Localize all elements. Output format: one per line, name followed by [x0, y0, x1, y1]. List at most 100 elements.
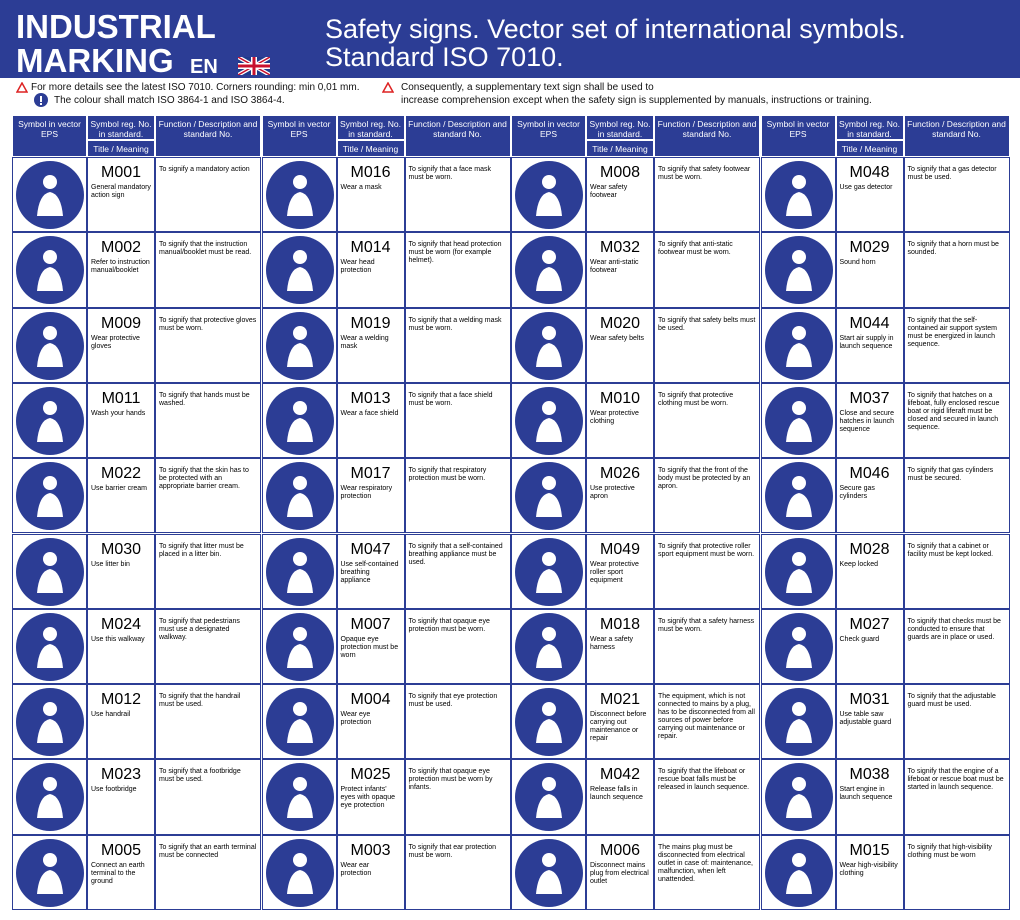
header-cell: Symbol in vector EPS — [261, 115, 337, 157]
brand: MARKING — [16, 42, 174, 79]
sign-icon — [515, 537, 583, 606]
warning-icon — [382, 82, 394, 93]
sign-icon — [764, 386, 833, 455]
sign-code: M048 — [849, 164, 890, 181]
code-cell: M032 Wear anti-static footwear — [586, 232, 654, 308]
sign-icon — [16, 612, 84, 681]
sign-description: To signify that pedestrians must use a d… — [159, 617, 240, 641]
description-cell: To signify that a safety harness must be… — [654, 608, 760, 685]
sign-icon — [265, 838, 334, 907]
sign-meaning: Wear protective roller sport equipment — [590, 560, 639, 584]
header-band — [0, 0, 1020, 78]
sign-description: To signify a mandatory action — [159, 166, 250, 173]
sign-icon — [764, 612, 833, 681]
description-cell: The mains plug must be disconnected from… — [654, 834, 760, 910]
sign-meaning: Wear safety belts — [590, 334, 644, 342]
sign-icon — [16, 311, 84, 380]
code-cell: M042 Release falls in launch sequence — [586, 759, 654, 835]
description-cell: To signify that an earth terminal must b… — [155, 834, 261, 910]
sign-code: M022 — [100, 465, 142, 483]
sign-meaning: Start air supply in launch sequence — [839, 334, 894, 350]
code-cell: M010 Wear protective clothing — [586, 382, 654, 459]
sign-description: To signify that a safety harness must be… — [658, 617, 755, 633]
symbol-cell — [12, 307, 87, 383]
sign-code: M010 — [599, 389, 641, 407]
code-cell: M018 Wear a safety harness — [586, 608, 654, 685]
symbol-cell — [261, 157, 337, 233]
sign-icon — [764, 537, 833, 606]
description-cell: To signify that hands must be washed. — [155, 382, 261, 459]
sign-meaning: Sound horn — [839, 259, 876, 267]
symbol-cell — [12, 834, 87, 910]
symbol-cell — [12, 157, 87, 233]
description-cell: To signify that opaque eye protection mu… — [404, 759, 511, 835]
sign-meaning: Connect an earth terminal to the ground — [91, 861, 145, 885]
sign-description: To signify that protective gloves must b… — [159, 316, 257, 332]
sign-code: M004 — [350, 691, 391, 709]
code-cell: M009 Wear protective gloves — [87, 307, 155, 383]
sign-description: To signify that ear protection must be w… — [408, 843, 497, 859]
sign-description: To signify that hands must be washed. — [159, 391, 250, 407]
sign-meaning: Wear a mask — [340, 184, 382, 191]
header-cell: Symbol reg. No. in standard. — [87, 115, 155, 140]
sign-code: M011 — [101, 389, 141, 407]
sign-meaning: Opaque eye protection must be worn — [340, 635, 399, 659]
code-cell: M017 Wear respiratory protection — [336, 458, 405, 534]
sign-description: To signify that the adjustable guard mus… — [907, 693, 996, 709]
description-cell: To signify that a face mask must be worn… — [404, 157, 511, 233]
description-cell: To signify that the adjustable guard mus… — [903, 684, 1010, 760]
description-cell: To signify that a cabinet or facility mu… — [903, 533, 1010, 609]
description-cell: To signify that the instruction manual/b… — [155, 232, 261, 308]
sign-code: M008 — [599, 164, 641, 181]
note: The colour shall match ISO 3864-1 and IS… — [54, 95, 285, 106]
sign-description: To signify that safety footwear must be … — [658, 166, 751, 181]
code-cell: M038 Start engine in launch sequence — [835, 759, 904, 835]
symbol-cell — [760, 759, 836, 835]
sign-icon — [764, 311, 833, 380]
header-cell: Symbol in vector EPS — [760, 115, 836, 157]
sign-meaning: Wear respiratory protection — [340, 485, 393, 501]
description-cell: To signify that the skin has to be prote… — [155, 458, 261, 534]
header-cell: Title / Meaning — [336, 140, 405, 157]
sign-description: To signify that a gas detector must be u… — [907, 166, 997, 181]
description-cell: To signify that safety footwear must be … — [654, 157, 760, 233]
sign-icon — [265, 612, 334, 681]
sign-icon — [515, 838, 583, 907]
symbol-cell — [760, 382, 836, 459]
sign-meaning: Keep locked — [839, 560, 879, 568]
description-cell: To signify that safety belts must be use… — [654, 307, 760, 383]
sign-meaning: Use litter bin — [91, 560, 130, 568]
sign-code: M026 — [599, 465, 641, 483]
sign-description: To signify that a face mask must be worn… — [408, 166, 491, 181]
sign-description: To signify that checks must be conducted… — [907, 617, 1001, 641]
sign-description: To signify that the lifeboat or rescue b… — [658, 768, 750, 792]
sign-code: M044 — [849, 314, 890, 332]
description-cell: To signify that a gas detector must be u… — [903, 157, 1010, 233]
sign-meaning: Wear a safety harness — [590, 635, 634, 651]
header-cell: Function / Description and standard No. — [903, 115, 1010, 157]
sign-icon — [764, 838, 833, 907]
description-cell: To signify that checks must be conducted… — [903, 608, 1010, 685]
sign-description: To signify that opaque eye protection mu… — [408, 617, 490, 633]
symbol-cell — [760, 608, 836, 685]
symbol-cell — [261, 232, 337, 308]
sign-icon — [16, 386, 84, 455]
code-cell: M007 Opaque eye protection must be worn — [336, 608, 405, 685]
sign-code: M021 — [599, 691, 641, 709]
code-cell: M011 Wash your hands — [87, 382, 155, 459]
sign-icon — [265, 688, 334, 757]
symbol-cell — [760, 834, 836, 910]
sign-code: M005 — [100, 841, 142, 859]
sign-description: To signify that protective clothing must… — [658, 391, 734, 407]
sign-code: M047 — [350, 540, 391, 558]
sign-code: M001 — [100, 164, 142, 181]
sign-description: To signify that a cabinet or facility mu… — [907, 542, 994, 558]
sign-icon — [764, 688, 833, 757]
header-cell: Symbol reg. No. in standard. — [336, 115, 405, 140]
flag — [238, 57, 270, 75]
sign-description: To signify that a face shield must be wo… — [408, 391, 493, 407]
code-cell: M003 Wear ear protection — [336, 834, 405, 910]
note: Consequently, a supplementary text sign … — [401, 82, 654, 93]
symbol-cell — [12, 533, 87, 609]
sign-icon — [265, 236, 334, 305]
